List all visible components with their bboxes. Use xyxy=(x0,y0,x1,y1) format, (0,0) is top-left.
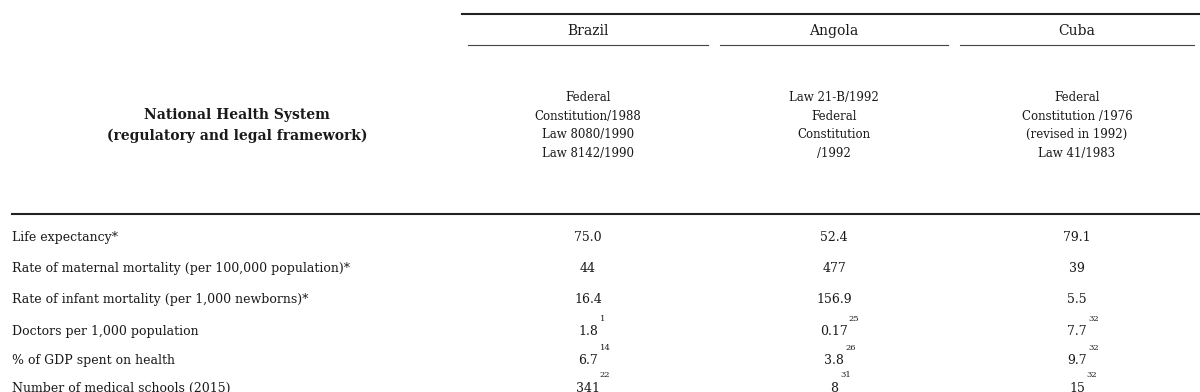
Text: 32: 32 xyxy=(1086,372,1097,379)
Text: Federal
Constitution /1976
(revised in 1992)
Law 41/1983: Federal Constitution /1976 (revised in 1… xyxy=(1021,91,1133,160)
Text: 14: 14 xyxy=(600,344,611,352)
Text: 25: 25 xyxy=(848,315,859,323)
Text: National Health System
(regulatory and legal framework): National Health System (regulatory and l… xyxy=(107,108,367,143)
Text: 39: 39 xyxy=(1069,262,1085,275)
Text: 32: 32 xyxy=(1088,315,1099,323)
Text: Life expectancy*: Life expectancy* xyxy=(12,230,118,244)
Text: 341: 341 xyxy=(576,381,600,392)
Text: Rate of maternal mortality (per 100,000 population)*: Rate of maternal mortality (per 100,000 … xyxy=(12,262,350,275)
Text: 15: 15 xyxy=(1069,381,1085,392)
Text: 8: 8 xyxy=(830,381,838,392)
Text: 3.8: 3.8 xyxy=(824,354,844,367)
Text: % of GDP spent on health: % of GDP spent on health xyxy=(12,354,175,367)
Text: 9.7: 9.7 xyxy=(1067,354,1087,367)
Text: 16.4: 16.4 xyxy=(574,293,602,307)
Text: 477: 477 xyxy=(822,262,846,275)
Text: 5.5: 5.5 xyxy=(1067,293,1087,307)
Text: 7.7: 7.7 xyxy=(1067,325,1087,338)
Text: Number of medical schools (2015): Number of medical schools (2015) xyxy=(12,381,230,392)
Text: 79.1: 79.1 xyxy=(1063,230,1091,244)
Text: Angola: Angola xyxy=(809,24,859,38)
Text: 52.4: 52.4 xyxy=(820,230,848,244)
Text: Cuba: Cuba xyxy=(1058,24,1096,38)
Text: 0.17: 0.17 xyxy=(820,325,848,338)
Text: 1: 1 xyxy=(600,315,605,323)
Text: 6.7: 6.7 xyxy=(578,354,598,367)
Text: Doctors per 1,000 population: Doctors per 1,000 population xyxy=(12,325,199,338)
Text: 31: 31 xyxy=(840,372,851,379)
Text: 26: 26 xyxy=(846,344,857,352)
Text: 156.9: 156.9 xyxy=(816,293,852,307)
Text: 75.0: 75.0 xyxy=(574,230,602,244)
Text: Rate of infant mortality (per 1,000 newborns)*: Rate of infant mortality (per 1,000 newb… xyxy=(12,293,308,307)
Text: 22: 22 xyxy=(600,372,611,379)
Text: Law 21-B/1992
Federal
Constitution
/1992: Law 21-B/1992 Federal Constitution /1992 xyxy=(790,91,878,160)
Text: Brazil: Brazil xyxy=(568,24,608,38)
Text: Federal
Constitution/1988
Law 8080/1990
Law 8142/1990: Federal Constitution/1988 Law 8080/1990 … xyxy=(535,91,641,160)
Text: 1.8: 1.8 xyxy=(578,325,598,338)
Text: 44: 44 xyxy=(580,262,596,275)
Text: 32: 32 xyxy=(1088,344,1099,352)
